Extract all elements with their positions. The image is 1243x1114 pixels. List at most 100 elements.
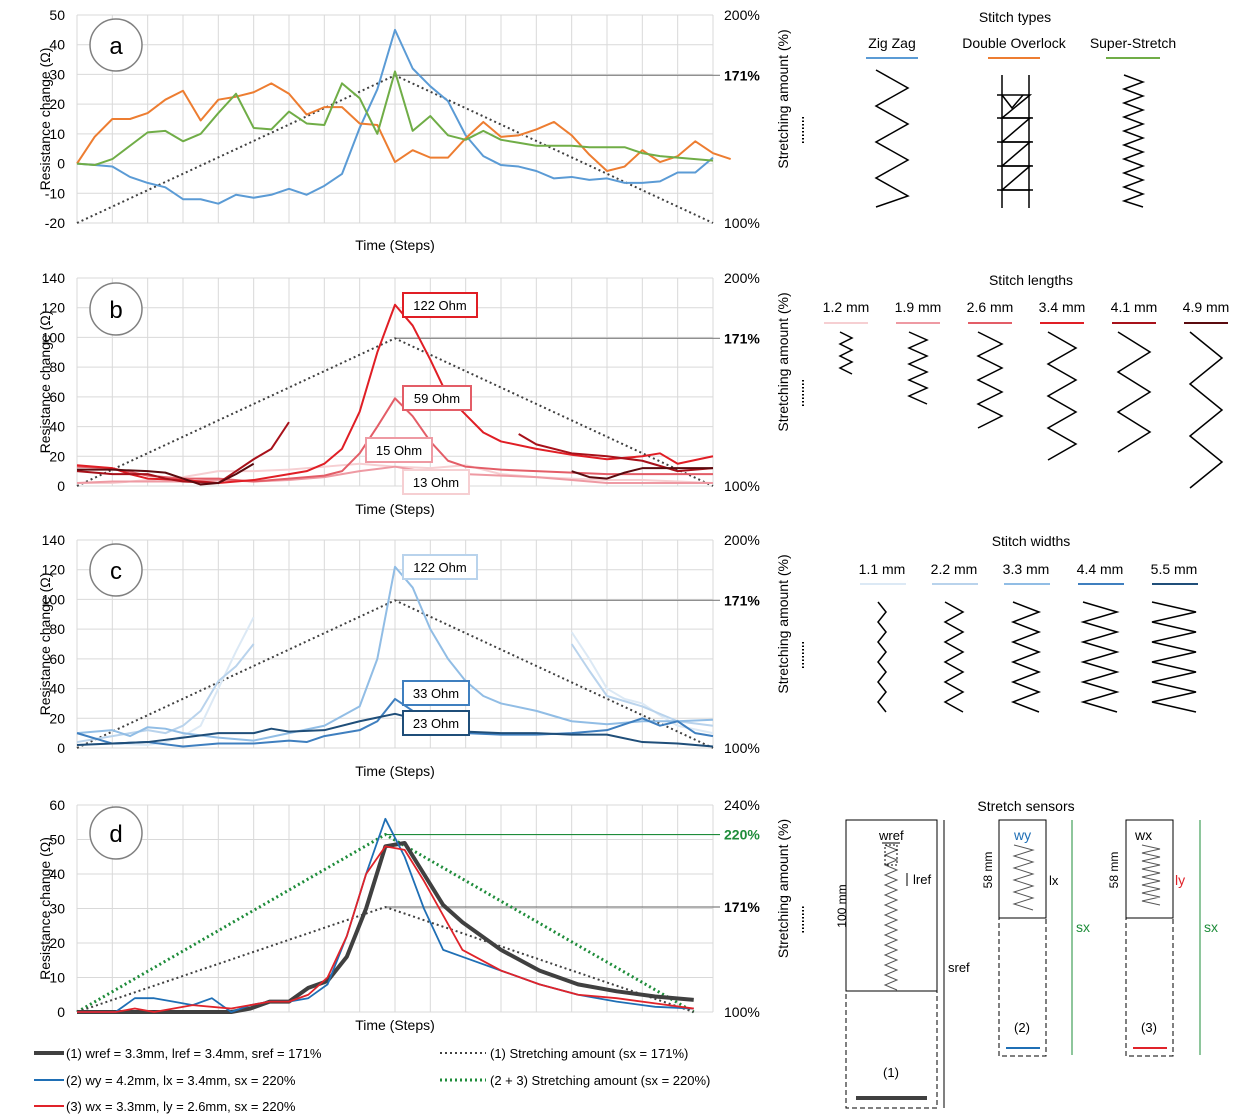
stretch-line-220 [76, 832, 695, 1014]
legend-item-5: (2 + 3) Stretching amount (sx = 220%) [490, 1073, 710, 1088]
sx-label-1: sx [1076, 919, 1090, 935]
y-tick-label: 40 [49, 866, 65, 882]
length-stitch-icon-4 [1046, 331, 1078, 461]
length-stitch-icon-1 [838, 331, 854, 375]
y-tick-label: 140 [42, 270, 66, 286]
overlock-label: Double Overlock [962, 35, 1066, 51]
length-label-4: 3.4 mm [1039, 299, 1086, 315]
y-tick-label: 140 [42, 532, 66, 548]
stretch-sensors-panel: Stretch sensors wref lref 100 mm sref (1… [835, 798, 1218, 1109]
sref-label: sref [948, 960, 970, 975]
y-tick-label: -10 [45, 185, 65, 201]
callout-b-59-text: 59 Ohm [414, 391, 460, 406]
series-line-d-3 [77, 845, 694, 1013]
panel-letter-b-text: b [109, 297, 122, 324]
y-tick-label: 100 [42, 329, 66, 345]
callout-b-15: 15 Ohm [365, 437, 433, 463]
callout-b-13-text: 13 Ohm [413, 475, 459, 490]
y-tick-label: 0 [57, 740, 65, 756]
length-stitch-icons [838, 331, 1224, 489]
series-line-a-2 [76, 82, 731, 172]
width-stitch-icon-2 [943, 601, 965, 713]
series-line-b-5-extra [518, 433, 714, 473]
width-stitch-icon-3 [1010, 601, 1042, 713]
ref-label-171: 171% [724, 67, 760, 83]
zigzag-stitch-icon [874, 69, 910, 208]
panel-letter-d: d [89, 806, 143, 860]
stitch-types-title: Stitch types [979, 9, 1051, 25]
zigzag-label: Zig Zag [868, 35, 915, 51]
lx-label: lx [1049, 873, 1059, 888]
y-tick-label: 40 [49, 681, 65, 697]
y2-tick-bottom: 100% [724, 215, 760, 231]
superstretch-label: Super-Stretch [1090, 35, 1176, 51]
y-tick-label: 50 [49, 832, 65, 848]
y-axis-label: Resistance change (Ω) [37, 573, 53, 716]
ref-label-220: 220% [724, 827, 760, 843]
legend-d: (1) wref = 3.3mm, lref = 3.4mm, sref = 1… [34, 1046, 710, 1114]
callout-b-122: 122 Ohm [402, 292, 478, 318]
series-line-b-6-extra [571, 467, 713, 480]
callout-b-122-text: 122 Ohm [413, 298, 466, 313]
sensor-1-label: (1) [883, 1065, 899, 1080]
ly-label: ly [1175, 872, 1185, 888]
y2-tick-bottom: 100% [724, 1004, 760, 1020]
y-tick-label: 0 [57, 1004, 65, 1020]
length-label-5: 4.1 mm [1111, 299, 1158, 315]
y2-axis-label: Stretching amount (%) [775, 29, 791, 168]
panel-letter-c-text: c [110, 558, 122, 585]
callout-c-23: 23 Ohm [402, 710, 470, 736]
length-stitch-icon-2 [907, 331, 929, 405]
callout-b-15-text: 15 Ohm [376, 443, 422, 458]
y-tick-label: 80 [49, 621, 65, 637]
y-tick-label: 50 [49, 7, 65, 23]
y-tick-label: 100 [42, 591, 66, 607]
panel-letter-a-text: a [109, 33, 123, 60]
stretch-line-171 [76, 905, 695, 1013]
y2-tick-top: 240% [724, 797, 760, 813]
y-tick-label: 20 [49, 448, 65, 464]
series-line-c-3 [76, 565, 714, 742]
callout-c-122: 122 Ohm [402, 554, 478, 580]
width-label-4: 4.4 mm [1077, 561, 1124, 577]
y-tick-label: 10 [49, 126, 65, 142]
dim-100mm: 100 mm [835, 884, 849, 927]
length-stitch-icon-5 [1116, 331, 1152, 453]
panel-letter-d-text: d [109, 821, 122, 848]
series-line-b-6 [77, 462, 255, 486]
series-line-c-1 [76, 616, 255, 747]
y-tick-label: 60 [49, 651, 65, 667]
length-label-1: 1.2 mm [823, 299, 870, 315]
y2-tick-top: 200% [724, 270, 760, 286]
y2-axis-label: Stretching amount (%) [775, 819, 791, 958]
y-tick-label: 30 [49, 66, 65, 82]
length-label-2: 1.9 mm [895, 299, 942, 315]
panel-letter-b: b [89, 282, 143, 336]
sx-label-2: sx [1204, 919, 1218, 935]
width-stitch-icon-4 [1080, 601, 1120, 713]
series-line-d-1 [77, 840, 694, 1014]
sensor-3-label: (3) [1141, 1020, 1157, 1035]
stretch-line [76, 599, 714, 749]
width-stitch-icons [877, 601, 1197, 713]
y-tick-label: 40 [49, 37, 65, 53]
series-line-b-5 [76, 421, 290, 485]
ref-label-171: 171% [724, 592, 760, 608]
y2-axis-label: Stretching amount (%) [775, 554, 791, 693]
y2-tick-bottom: 100% [724, 740, 760, 756]
legend-item-1: (1) wref = 3.3mm, lref = 3.4mm, sref = 1… [66, 1046, 322, 1061]
y-tick-label: 20 [49, 710, 65, 726]
width-label-1: 1.1 mm [859, 561, 906, 577]
y-tick-label: 30 [49, 901, 65, 917]
width-label-2: 2.2 mm [931, 561, 978, 577]
length-stitch-icon-3 [976, 331, 1004, 429]
chart-panel-d: 60 50 40 30 20 10 0 Resistance change (Ω) Time (… [37, 797, 804, 1033]
x-axis-label: Time (Steps) [355, 501, 435, 517]
x-axis-label: Time (Steps) [355, 237, 435, 253]
y-tick-label: 20 [49, 935, 65, 951]
length-label-3: 2.6 mm [967, 299, 1014, 315]
lref-label: lref [913, 872, 931, 887]
overlock-stitch-icon [997, 75, 1033, 208]
